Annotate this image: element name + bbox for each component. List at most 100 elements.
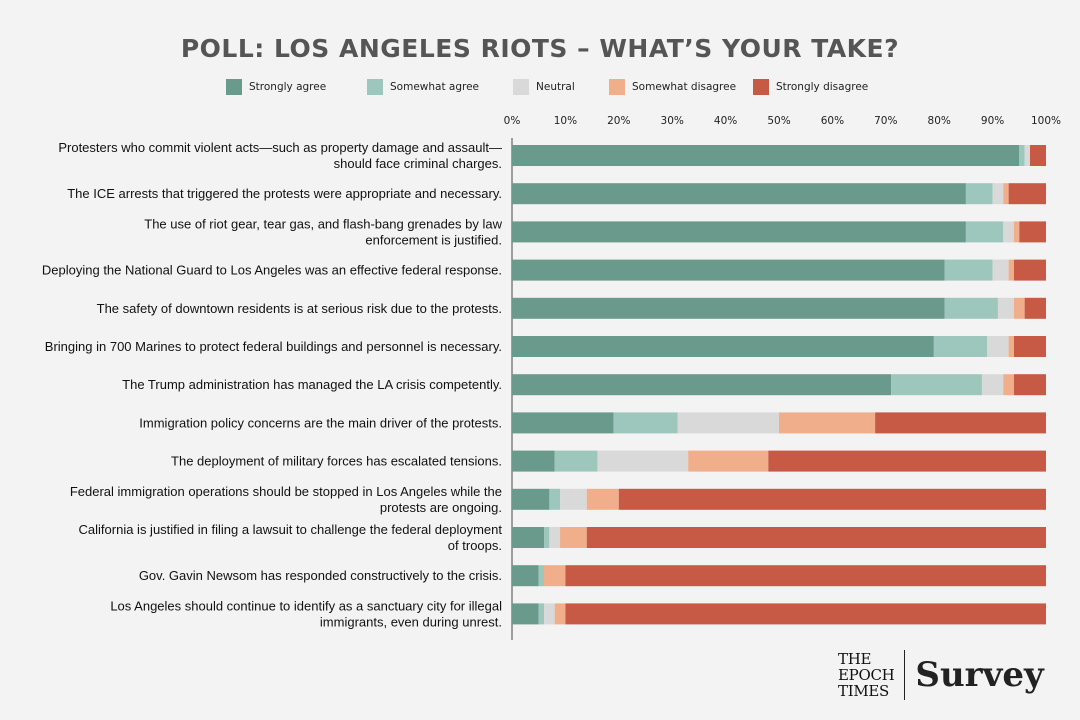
bar-segment — [1008, 183, 1046, 205]
bar-segment — [512, 145, 1020, 166]
bar-segment — [944, 259, 993, 281]
bar-segment — [613, 412, 678, 434]
bar-segment — [512, 336, 934, 357]
legend-swatch — [367, 79, 383, 95]
legend-item: Somewhat agree — [367, 79, 479, 95]
bar-segment — [779, 412, 876, 434]
bar-segment — [891, 374, 982, 396]
legend-swatch — [753, 79, 769, 95]
bar-segment — [512, 565, 539, 587]
category-label: Deploying the National Guard to Los Ange… — [42, 263, 502, 278]
category-label: Bringing in 700 Marines to protect feder… — [45, 339, 502, 354]
category-label: The safety of downtown residents is at s… — [97, 301, 502, 316]
legend-swatch — [609, 79, 625, 95]
x-tick-label: 70% — [874, 115, 897, 127]
category-label: The use of riot gear, tear gas, and flas… — [144, 216, 502, 247]
bar-segment — [560, 488, 587, 510]
bar-segment — [1003, 183, 1009, 205]
bar-segment — [1013, 374, 1046, 396]
bar-segment — [875, 412, 1046, 434]
bar-segment — [549, 527, 561, 548]
chart-title: POLL: LOS ANGELES RIOTS – WHAT’S YOUR TA… — [180, 34, 900, 63]
legend-label: Neutral — [536, 81, 575, 93]
bar-segment — [1013, 297, 1025, 319]
category-label: The deployment of military forces has es… — [171, 454, 502, 469]
bar-segment — [512, 603, 539, 625]
bar-segment — [512, 259, 945, 281]
x-tick-label: 90% — [981, 115, 1004, 127]
x-tick-label: 60% — [821, 115, 844, 127]
logo-line-1: THE — [838, 650, 872, 668]
bar-segment — [512, 527, 545, 548]
bar-segment — [677, 412, 779, 434]
bar-segment — [618, 488, 1046, 510]
bar-segment — [1019, 145, 1025, 166]
legend-item: Strongly agree — [226, 79, 326, 95]
category-label: Federal immigration operations should be… — [70, 484, 502, 515]
logo-wordmark: THE EPOCH TIMES — [838, 650, 895, 700]
x-tick-label: 50% — [767, 115, 790, 127]
bar-segment — [538, 565, 545, 587]
bar-segment — [992, 183, 1004, 205]
bar-segment — [997, 297, 1014, 319]
logo-divider — [904, 650, 906, 700]
bar-segment — [992, 259, 1009, 281]
bar-segment — [1024, 145, 1030, 166]
logo-line-3: TIMES — [838, 682, 890, 700]
bar-segment — [597, 450, 689, 472]
logo-line-2: EPOCH — [838, 666, 895, 684]
bar-segment — [549, 488, 561, 510]
bar-segment — [512, 297, 945, 319]
category-label: Immigration policy concerns are the main… — [139, 415, 502, 430]
bar-segment — [1003, 374, 1014, 396]
x-tick-label: 40% — [714, 115, 737, 127]
x-tick-label: 10% — [554, 115, 577, 127]
bar-segment — [544, 527, 550, 548]
bar-segment — [565, 565, 1046, 587]
bar-segment — [1013, 259, 1046, 281]
bar-segment — [965, 183, 993, 205]
bar-segment — [538, 603, 545, 625]
category-label: Los Angeles should continue to identify … — [110, 598, 502, 629]
legend-label: Strongly agree — [249, 81, 327, 93]
bar-segment — [512, 450, 555, 472]
legend-swatch — [513, 79, 529, 95]
bar-segment — [688, 450, 769, 472]
bar-segment — [933, 336, 988, 357]
category-label: Protesters who commit violent acts—such … — [58, 140, 502, 171]
bar-segment — [1008, 336, 1014, 357]
legend-swatch — [226, 79, 242, 95]
bar-segment — [965, 221, 1004, 243]
bar-segment — [544, 565, 566, 587]
legend-item: Somewhat disagree — [609, 79, 736, 95]
bar-segment — [512, 374, 892, 396]
bar-segment — [565, 603, 1046, 625]
logo-survey-text: Survey — [915, 655, 1044, 695]
bar-segment — [554, 450, 598, 472]
category-label: The ICE arrests that triggered the prote… — [67, 186, 502, 201]
legend: Strongly agree Somewhat agree Neutral Somew… — [0, 79, 1080, 99]
legend-label: Somewhat agree — [390, 81, 480, 93]
bar-segment — [586, 488, 619, 510]
bar-segment — [560, 527, 587, 548]
bar-segment — [586, 527, 1046, 548]
x-tick-label: 100% — [1031, 115, 1061, 127]
category-label: The Trump administration has managed the… — [122, 377, 502, 392]
bar-segment — [1013, 336, 1046, 357]
bar-segment — [1019, 221, 1046, 243]
x-tick-label: 30% — [661, 115, 684, 127]
bar-segment — [512, 221, 966, 243]
bar-segment — [1003, 221, 1014, 243]
category-label: Gov. Gavin Newsom has responded construc… — [139, 568, 502, 583]
bar-segment — [987, 336, 1009, 357]
bar-segment — [544, 603, 555, 625]
bar-segment — [554, 603, 566, 625]
bar-segment — [512, 488, 550, 510]
x-tick-label: 80% — [928, 115, 951, 127]
legend-item: Strongly disagree — [753, 79, 868, 95]
bar-segment — [1008, 259, 1014, 281]
bar-segment — [512, 183, 966, 205]
bar-segment — [1013, 221, 1020, 243]
x-tick-label: 0% — [504, 115, 521, 127]
